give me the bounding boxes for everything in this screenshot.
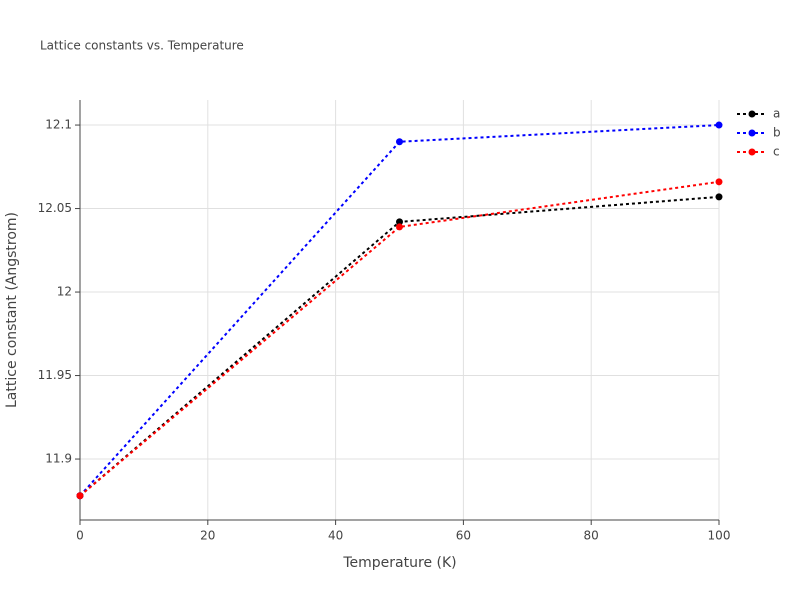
legend-marker	[748, 110, 756, 118]
x-tick-label: 60	[456, 529, 471, 543]
chart-title: Lattice constants vs. Temperature	[40, 39, 244, 53]
x-tick-label: 20	[200, 529, 215, 543]
y-tick-label: 12.1	[45, 118, 72, 132]
series-line	[79, 195, 720, 497]
x-tick-label: 40	[328, 529, 343, 543]
legend-label: b	[773, 126, 781, 140]
x-tick-label: 80	[584, 529, 599, 543]
point	[715, 193, 723, 201]
legend-label: c	[773, 145, 780, 159]
y-tick-label: 11.95	[38, 368, 72, 382]
y-axis-title: Lattice constant (Angstrom)	[4, 212, 20, 408]
point	[396, 218, 403, 226]
legend-label: a	[773, 107, 780, 121]
point	[396, 223, 403, 231]
x-tick-label: 100	[708, 529, 731, 543]
point	[396, 138, 403, 146]
point	[715, 121, 723, 129]
y-tick-label: 11.9	[45, 452, 72, 466]
point	[76, 492, 84, 500]
x-tick-label: 0	[76, 529, 84, 543]
point	[715, 178, 723, 186]
series-line	[79, 180, 720, 497]
series-line	[79, 124, 720, 497]
legend-marker	[748, 129, 756, 137]
y-tick-label: 12	[57, 285, 72, 299]
x-axis-title: Temperature (K)	[342, 555, 456, 571]
legend-marker	[748, 148, 756, 156]
y-tick-label: 12.05	[38, 201, 72, 215]
